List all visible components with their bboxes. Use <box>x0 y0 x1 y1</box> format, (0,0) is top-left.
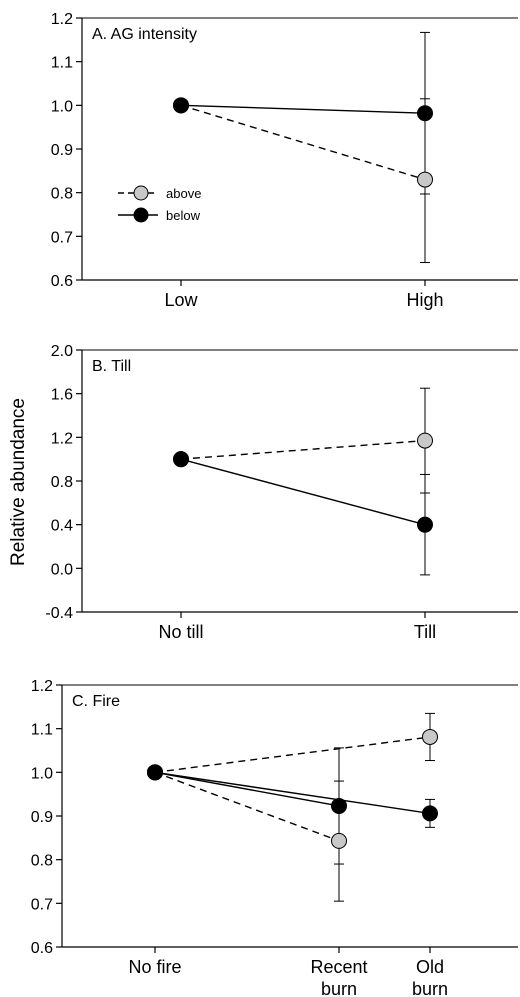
data-point-below <box>173 451 189 468</box>
x-tick-label: Till <box>414 622 436 642</box>
panel-2: -0.4 0.0 0.4 0.8 1.2 1.6 2.0 No till Till B. Till <box>45 343 518 642</box>
data-point-above <box>422 728 438 745</box>
y-tick-label: 1.1 <box>31 722 53 739</box>
x-tick-label: Low <box>164 290 198 310</box>
y-tick-label: 0.8 <box>51 186 73 203</box>
panels: 0.6 0.7 0.8 0.9 1.0 1.1 1.2 Low High A. AG intens… <box>31 11 518 997</box>
data-points <box>173 432 433 533</box>
series-line-below <box>154 771 340 807</box>
x-tick-label: No fire <box>128 957 181 977</box>
panel-title: B. Till <box>92 358 131 375</box>
legend-marker-below <box>133 207 149 223</box>
data-point-below <box>147 764 163 781</box>
series-line-above <box>180 104 426 181</box>
series-line-above <box>154 771 340 842</box>
x-tick-label-line: burn <box>412 979 448 997</box>
y-tick-label: 1.2 <box>31 678 53 695</box>
x-tick-label-line: burn <box>321 979 357 997</box>
x-tick-label: Old burn <box>412 957 448 997</box>
y-tick-label: 1.0 <box>51 98 73 115</box>
data-point-above <box>417 432 433 449</box>
y-tick-label: 0.4 <box>51 518 73 535</box>
series-line-above <box>154 736 431 774</box>
data-point-below <box>331 797 347 814</box>
y-tick-label: 1.2 <box>51 430 73 447</box>
y-tick-label: 0.8 <box>51 474 73 491</box>
panel-3: 0.60.70.80.91.01.11.2No fire Recent burnOl… <box>31 678 518 997</box>
y-tick-label: 0.9 <box>31 809 53 826</box>
legend-marker-above <box>133 185 149 201</box>
error-bars <box>420 31 430 264</box>
series-lines <box>180 104 426 181</box>
y-tick-label: 1.0 <box>31 765 53 782</box>
data-points <box>147 728 438 849</box>
x-tick-label-line: No fire <box>128 957 181 977</box>
y-tick-label: -0.4 <box>45 605 73 622</box>
error-bars <box>420 387 430 576</box>
data-points <box>173 97 433 188</box>
y-tick-label: 1.6 <box>51 387 73 404</box>
data-point-below <box>173 97 189 114</box>
x-tick-label-line: Recent <box>310 957 367 977</box>
legend: above below <box>118 185 201 223</box>
y-tick-label: 0.6 <box>31 940 53 957</box>
y-tick-label: 0.0 <box>51 561 73 578</box>
panel-1: 0.6 0.7 0.8 0.9 1.0 1.1 1.2 Low High A. AG intens… <box>51 11 518 310</box>
data-point-above <box>417 171 433 188</box>
x-tick-label: High <box>406 290 443 310</box>
y-axis-label: Relative abundance <box>8 398 29 566</box>
y-tick-label: 0.9 <box>51 142 73 159</box>
legend-label-below: below <box>166 208 201 223</box>
x-tick-label: Recent burn <box>310 957 367 997</box>
x-tick-label: No till <box>158 622 203 642</box>
y-tick-label: 1.1 <box>51 55 73 72</box>
series-line-below <box>154 771 431 815</box>
panel-title: A. AG intensity <box>92 26 197 43</box>
y-tick-label: 0.6 <box>51 273 73 290</box>
series-line-above <box>180 439 426 460</box>
y-tick-label: 0.7 <box>51 229 73 246</box>
series-line-below <box>180 104 426 114</box>
series-lines <box>180 439 426 526</box>
y-tick-label: 0.8 <box>31 853 53 870</box>
x-tick-label-line: Low <box>164 290 198 310</box>
x-tick-label-line: High <box>406 290 443 310</box>
data-point-below <box>422 805 438 822</box>
series-line-below <box>180 458 426 526</box>
panel-title: C. Fire <box>72 693 120 710</box>
x-tick-label-line: No till <box>158 622 203 642</box>
y-tick-label: 0.7 <box>31 896 53 913</box>
data-point-below <box>417 105 433 122</box>
x-tick-label-line: Old <box>416 957 444 977</box>
legend-label-above: above <box>166 186 201 201</box>
x-tick-label-line: Till <box>414 622 436 642</box>
data-point-above <box>331 832 347 849</box>
series-lines <box>154 736 431 842</box>
data-point-below <box>417 516 433 533</box>
y-tick-label: 1.2 <box>51 11 73 28</box>
y-tick-label: 2.0 <box>51 343 73 360</box>
